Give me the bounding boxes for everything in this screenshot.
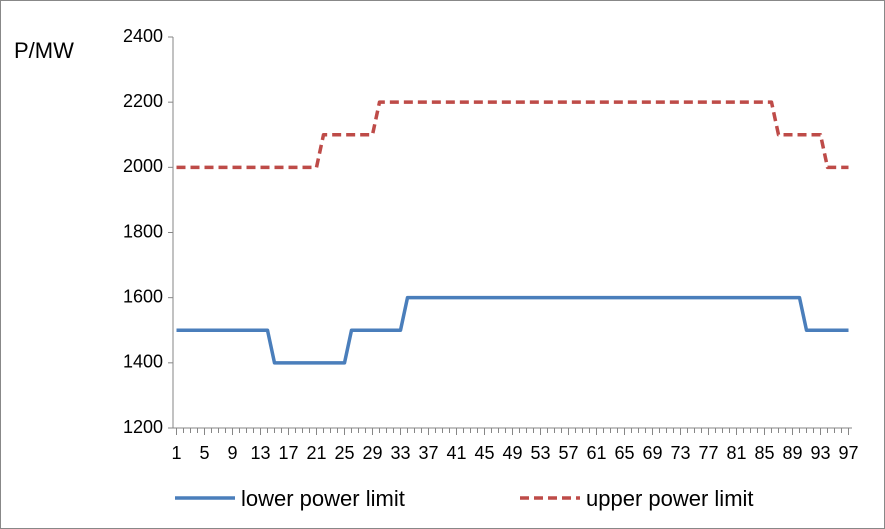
x-tick-label: 81 [726, 443, 746, 463]
x-tick-label: 77 [698, 443, 718, 463]
x-tick-label: 61 [586, 443, 606, 463]
y-tick-label: 1800 [123, 221, 163, 241]
series-line [176, 295, 849, 365]
x-tick-label: 53 [530, 443, 550, 463]
legend-label: lower power limit [241, 486, 405, 511]
x-tick-label: 1 [171, 443, 181, 463]
x-tick-label: 37 [418, 443, 438, 463]
x-tick-label: 65 [614, 443, 634, 463]
y-tick-label: 2400 [123, 26, 163, 46]
y-tick-label: 1200 [123, 417, 163, 437]
x-tick-label: 93 [810, 443, 830, 463]
x-tick-label: 49 [502, 443, 522, 463]
series-line [176, 100, 849, 170]
x-tick-label: 85 [754, 443, 774, 463]
x-tick-label: 33 [390, 443, 410, 463]
x-tick-label: 9 [227, 443, 237, 463]
x-tick-label: 97 [838, 443, 858, 463]
y-tick-label: 1600 [123, 286, 163, 306]
legend-label: upper power limit [586, 486, 754, 511]
x-tick-label: 21 [306, 443, 326, 463]
y-axis-label: P/MW [14, 38, 74, 63]
y-tick-label: 2000 [123, 156, 163, 176]
y-tick-label: 1400 [123, 352, 163, 372]
x-tick-label: 57 [558, 443, 578, 463]
x-tick-label: 5 [199, 443, 209, 463]
x-tick-label: 69 [642, 443, 662, 463]
y-tick-label: 2200 [123, 91, 163, 111]
x-tick-label: 13 [250, 443, 270, 463]
x-tick-label: 25 [334, 443, 354, 463]
x-tick-label: 41 [446, 443, 466, 463]
x-tick-label: 17 [278, 443, 298, 463]
x-tick-label: 45 [474, 443, 494, 463]
x-tick-label: 73 [670, 443, 690, 463]
x-tick-label: 89 [782, 443, 802, 463]
x-tick-label: 29 [362, 443, 382, 463]
